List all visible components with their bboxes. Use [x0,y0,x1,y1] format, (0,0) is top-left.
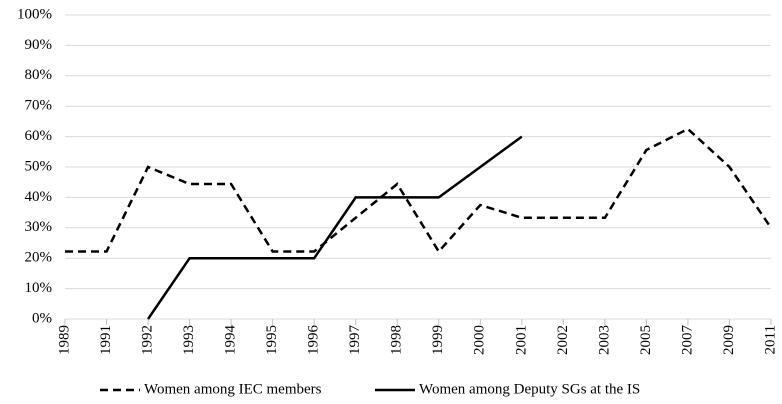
x-tick-label: 1992 [139,325,155,355]
x-tick-label: 2002 [555,325,571,355]
x-tick-label: 1993 [181,325,197,355]
y-tick-label: 20% [25,250,53,266]
x-tick-label: 1996 [306,325,322,356]
y-tick-label: 0% [32,310,52,326]
x-tick-label: 1997 [347,325,363,356]
x-tick-label: 1994 [223,325,239,356]
series-line [147,135,523,320]
x-tick-label: 1995 [264,325,280,355]
x-tick-label: 1999 [430,325,446,355]
x-tick-label: 2003 [596,325,612,355]
y-tick-label: 40% [25,189,53,205]
x-tick-label: 1991 [98,325,114,355]
x-tick-label: 1989 [56,325,72,355]
x-tick-label: 2007 [679,325,695,356]
series-line [65,127,773,254]
y-tick-label: 50% [25,158,53,174]
y-tick-label: 60% [25,128,53,144]
legend-label: Women among Deputy SGs at the IS [419,381,640,397]
x-tick-label: 2001 [513,325,529,355]
x-tick-label: 2000 [472,325,488,355]
x-tick-label: 1998 [389,325,405,355]
legend-label: Women among IEC members [144,381,322,397]
y-tick-label: 30% [25,219,53,235]
y-tick-label: 80% [25,67,53,83]
x-tick-label: 2011 [762,325,778,354]
y-tick-label: 100% [17,6,52,22]
y-tick-label: 10% [25,280,53,296]
x-tick-label: 2005 [638,325,654,355]
x-tick-label: 2009 [721,325,737,355]
y-tick-label: 90% [25,37,53,53]
y-tick-label: 70% [25,98,53,114]
